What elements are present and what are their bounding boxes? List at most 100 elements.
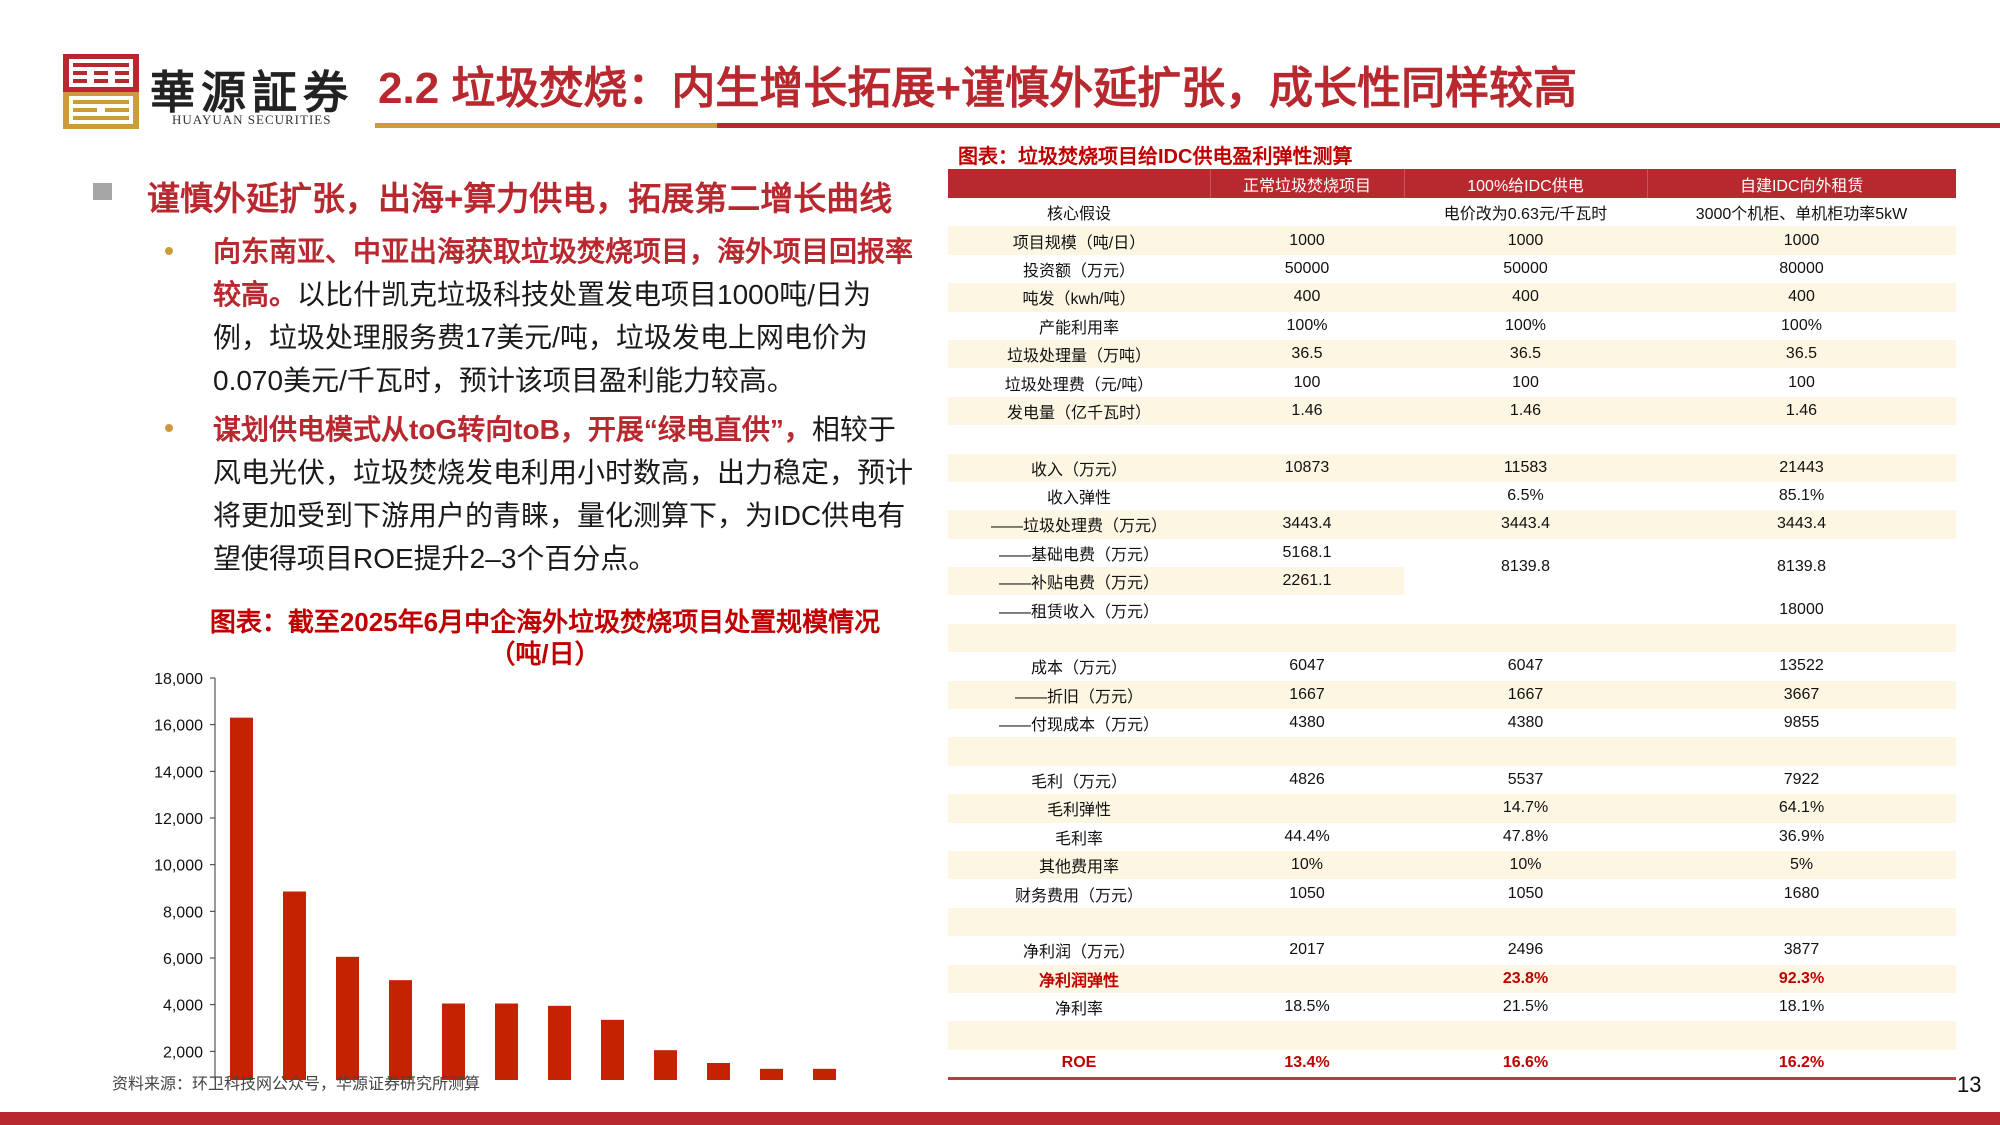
table-row: 财务费用（万元） 1050 1050 1680 bbox=[948, 879, 1956, 907]
row-label: 项目规模（吨/日） bbox=[948, 226, 1210, 255]
row-label: 成本（万元） bbox=[1030, 660, 1127, 678]
table-row: 净利润弹性 23.8% 92.3% bbox=[948, 964, 1956, 993]
table-cell: 100% bbox=[1505, 316, 1546, 334]
y-tick-label: 12,000 bbox=[154, 811, 203, 828]
row-label: ——垃圾处理费（万元） bbox=[948, 510, 1210, 539]
table-cell: 18000 bbox=[1779, 600, 1824, 618]
table-header-cell: 100%给IDC供电 bbox=[1403, 169, 1647, 198]
chart-title-line2: （吨/日） bbox=[489, 639, 601, 669]
table-cell: 1680 bbox=[1783, 884, 1820, 902]
table-header-cell bbox=[948, 169, 1210, 198]
table-cell: 36.5 bbox=[1210, 339, 1404, 369]
table-cell: 9855 bbox=[1783, 714, 1820, 732]
table-cell bbox=[1647, 1021, 1956, 1050]
table-row: 产能利用率 100% 100% 100% bbox=[948, 312, 1956, 340]
table-cell bbox=[1647, 425, 1956, 453]
table-cell: 64.1% bbox=[1647, 794, 1956, 823]
table-cell: 1667 bbox=[1404, 680, 1647, 710]
row-label: ——租赁收入（万元） bbox=[998, 603, 1159, 621]
table-cell: 50000 bbox=[1284, 259, 1330, 277]
table-row: 毛利弹性 14.7% 64.1% bbox=[948, 794, 1956, 823]
bar bbox=[601, 1019, 624, 1080]
table-cell: 3000个机柜、单机柜功率5kW bbox=[1695, 206, 1908, 224]
bar bbox=[707, 1063, 730, 1080]
bullet-highlight: 向东南亚、中亚出海获取垃圾焚烧项目，海外项目回报率较高。 bbox=[213, 236, 914, 310]
table-cell: 23.8% bbox=[1404, 964, 1647, 993]
table-row: 净利率 18.5% 21.5% 18.1% bbox=[948, 993, 1956, 1021]
table-cell: 85.1% bbox=[1778, 487, 1825, 505]
table-cell: 80000 bbox=[1779, 259, 1824, 277]
row-label: 毛利弹性 bbox=[948, 794, 1210, 823]
table-cell: 10% bbox=[1404, 850, 1647, 880]
row-label bbox=[948, 623, 1210, 653]
table-cell: 100% bbox=[1781, 316, 1822, 334]
table-cell: 4380 bbox=[1507, 714, 1544, 732]
chart-title-line1: 图表：截至2025年6月中企海外垃圾焚烧项目处置规模情况 bbox=[209, 607, 881, 637]
row-label: ——补贴电费（万元） bbox=[948, 567, 1210, 596]
table-row: 项目规模（吨/日） 1000 1000 1000 bbox=[948, 226, 1956, 255]
table-cell: 2261.1 bbox=[1210, 567, 1404, 596]
table-cell: 1000 bbox=[1210, 226, 1404, 255]
table-cell: 1.46 bbox=[1210, 396, 1404, 426]
table-cell: 6047 bbox=[1507, 657, 1544, 675]
table-row: 核心假设 电价改为0.63元/千瓦时 3000个机柜、单机柜功率5kW bbox=[948, 198, 1956, 226]
table-cell: 3443.4 bbox=[1404, 510, 1647, 539]
row-label: ——付现成本（万元） bbox=[998, 717, 1159, 735]
row-label: 产能利用率 bbox=[1038, 319, 1119, 337]
table-cell: 8139.8 bbox=[1404, 538, 1647, 596]
source-note: 资料来源：环卫科技网公众号，华源证券研究所测算 bbox=[112, 1076, 481, 1093]
page-number: 13 bbox=[1957, 1072, 1982, 1097]
row-label bbox=[948, 1021, 1210, 1050]
table-row: 收入弹性 6.5% 85.1% bbox=[948, 482, 1956, 510]
table-row bbox=[948, 907, 1956, 937]
table-row bbox=[948, 623, 1956, 653]
table-cell: 400 bbox=[1647, 283, 1956, 312]
table-cell: 电价改为0.63元/千瓦时 bbox=[1443, 206, 1608, 224]
square-bullet-icon bbox=[93, 183, 112, 200]
y-tick-label: 16,000 bbox=[154, 718, 203, 735]
table-row: 毛利率 44.4% 47.8% 36.9% bbox=[948, 823, 1956, 851]
table-cell: 400 bbox=[1404, 283, 1647, 312]
table-cell: 8139.8 bbox=[1647, 538, 1956, 596]
table-cell bbox=[1404, 425, 1647, 453]
table-row: ——垃圾处理费（万元） 3443.4 3443.4 3443.4 bbox=[948, 510, 1956, 539]
row-label: 发电量（亿千瓦时） bbox=[948, 396, 1210, 426]
table-cell: 1050 bbox=[1289, 884, 1325, 902]
table-row: 垃圾处理费（元/吨） 100 100 100 bbox=[948, 368, 1956, 396]
table-header-cell: 自建IDC向外租赁 bbox=[1646, 169, 1956, 198]
bar bbox=[548, 1005, 571, 1080]
row-label: ——基础电费（万元） bbox=[998, 546, 1159, 564]
table-row: ——租赁收入（万元） 18000 bbox=[948, 595, 1956, 623]
row-label: 净利润（万元） bbox=[1022, 944, 1135, 962]
bar bbox=[442, 1003, 465, 1080]
table-cell: 10% bbox=[1210, 850, 1404, 880]
table-cell: 18.1% bbox=[1778, 998, 1825, 1016]
table-cell: 100% bbox=[1286, 316, 1328, 334]
bullet-text: 以比什凯克垃圾科技处置发电项目1000吨/日为例，垃圾处理服务费17美元/吨，垃… bbox=[213, 279, 872, 396]
table-row: 成本（万元） 6047 6047 13522 bbox=[948, 652, 1956, 680]
bar bbox=[389, 980, 412, 1080]
table-cell: 1667 bbox=[1210, 680, 1404, 710]
bar bbox=[654, 1050, 677, 1080]
table-cell: 100 bbox=[1788, 373, 1815, 391]
row-label: 收入（万元） bbox=[948, 453, 1210, 482]
table-cell: 18.5% bbox=[1284, 998, 1330, 1016]
logo-english-name: HUAYUAN SECURITIES bbox=[172, 112, 332, 127]
table-cell bbox=[1210, 425, 1404, 453]
table-cell: 6047 bbox=[1289, 657, 1325, 675]
table-cell: 100 bbox=[1512, 373, 1539, 391]
table-cell: 1050 bbox=[1507, 884, 1544, 902]
table-cell: 44.4% bbox=[1284, 827, 1330, 845]
table-row: ROE 13.4% 16.6% 16.2% bbox=[948, 1049, 1956, 1080]
bullet-paragraph-overseas: 向东南亚、中亚出海获取垃圾焚烧项目，海外项目回报率较高。以比什凯克垃圾科技处置发… bbox=[213, 230, 913, 402]
table-cell: 36.5 bbox=[1647, 339, 1956, 369]
table-cell: 1000 bbox=[1647, 226, 1956, 255]
section-heading: 谨慎外延扩张，出海+算力供电，拓展第二增长曲线 bbox=[147, 180, 893, 217]
table-row: 发电量（亿千瓦时） 1.46 1.46 1.46 bbox=[948, 396, 1956, 426]
y-tick-label: 2,000 bbox=[163, 1044, 203, 1061]
table-cell bbox=[1404, 595, 1647, 623]
bullet-paragraph-green-power: 谋划供电模式从toG转向toB，开展“绿电直供”，相较于风电光伏，垃圾焚烧发电利… bbox=[213, 408, 913, 580]
table-cell bbox=[1210, 1021, 1404, 1050]
table-cell bbox=[1647, 623, 1956, 653]
bullet-dot-icon bbox=[165, 424, 173, 432]
